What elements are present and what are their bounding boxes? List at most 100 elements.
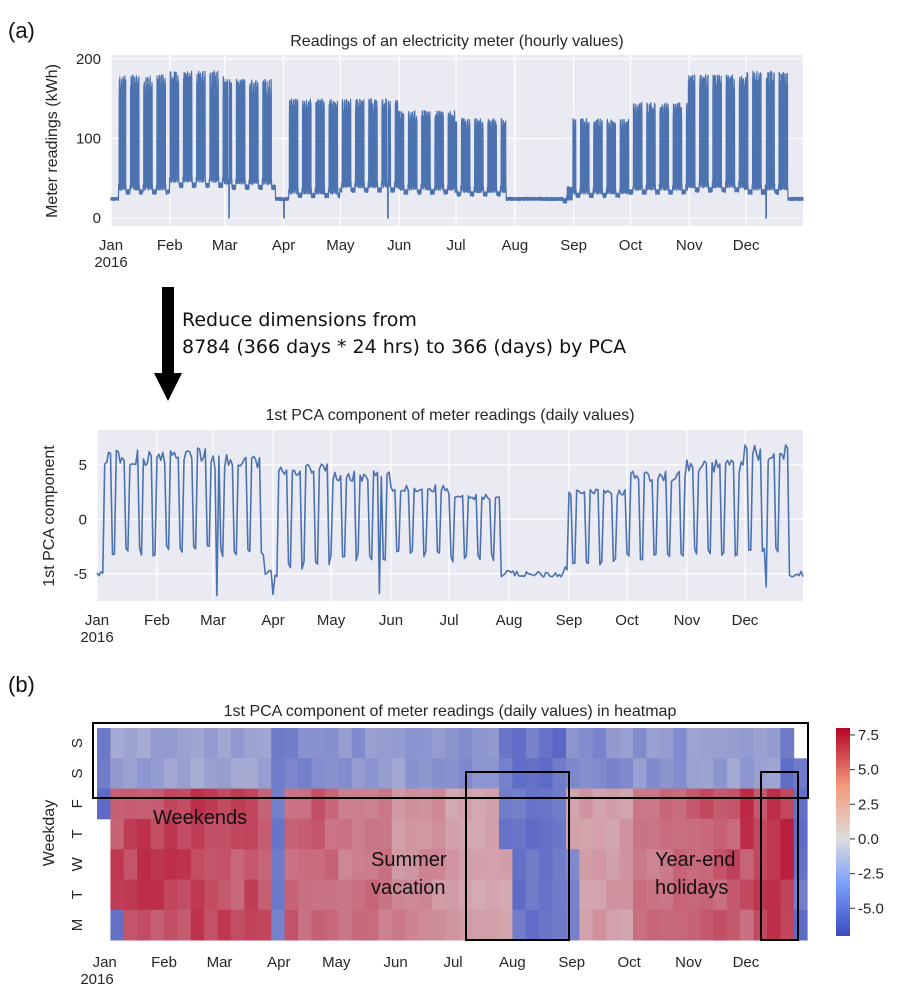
heatmap-cell xyxy=(123,788,138,820)
x-tick-year: 2016 xyxy=(94,254,127,271)
heatmap-cell xyxy=(659,788,674,820)
heatmap-cell xyxy=(338,879,352,911)
heatmap-cell xyxy=(418,879,433,911)
heatmap-cell xyxy=(338,758,352,789)
heatmap-cell xyxy=(405,909,419,941)
heatmap-cell xyxy=(592,879,607,911)
heatmap-cell xyxy=(204,728,218,759)
heatmap-cell xyxy=(365,879,379,911)
heatmap-cell xyxy=(525,728,540,759)
heatmap-cell xyxy=(445,818,460,850)
heatmap-cell xyxy=(485,879,500,911)
heatmap-cell xyxy=(539,879,553,911)
heatmap-cell xyxy=(177,818,192,850)
heatmap-cell xyxy=(619,818,634,850)
heatmap-cell xyxy=(793,879,808,911)
heatmap-y-axis-label: Weekday xyxy=(41,800,58,866)
heatmap-cell xyxy=(606,758,620,789)
heatmap-x-tick-label: Jul xyxy=(443,954,462,971)
heatmap-cell xyxy=(646,909,661,941)
heatmap-cell xyxy=(177,879,192,911)
x-tick-label: Nov xyxy=(676,237,703,254)
heatmap-cell xyxy=(190,758,205,789)
heatmap-cell xyxy=(633,909,647,941)
heatmap-cell xyxy=(351,788,366,820)
summer-vacation-highlight-box xyxy=(465,771,570,941)
pca-series-line xyxy=(96,444,804,597)
heatmap-cell xyxy=(244,728,259,759)
heatmap-cell xyxy=(257,879,272,911)
y-tick-label: 100 xyxy=(76,131,101,148)
pca-chart: 1st PCA component of meter readings (dai… xyxy=(41,407,804,646)
x-tick-label: Dec xyxy=(732,612,759,629)
heatmap-cell xyxy=(472,909,486,941)
heatmap-cell xyxy=(633,728,647,759)
pca-y-axis-label: 1st PCA component xyxy=(41,445,58,587)
heatmap-cell xyxy=(700,818,714,850)
heatmap-cell xyxy=(499,728,513,759)
heatmap-cell xyxy=(619,758,634,789)
heatmap-cell xyxy=(418,818,433,850)
heatmap-cell xyxy=(378,909,393,941)
heatmap-y-tick-label: T xyxy=(69,890,86,899)
heatmap-cell xyxy=(311,728,326,759)
heatmap-cell xyxy=(123,758,138,789)
heatmap-cell xyxy=(244,758,259,789)
heatmap-cell xyxy=(298,818,312,850)
heatmap-cell xyxy=(499,788,513,820)
heatmap-cell xyxy=(391,758,406,789)
heatmap-cell xyxy=(231,849,245,880)
y-tick-label: 0 xyxy=(79,511,87,528)
heatmap-cell xyxy=(445,758,460,789)
heatmap-cell xyxy=(204,758,218,789)
heatmap-cell xyxy=(686,818,701,850)
panel-label-a: (a) xyxy=(8,18,35,43)
heatmap-x-tick-label: Mar xyxy=(207,954,233,971)
yearend-annotation-line-1: Year-end xyxy=(655,849,735,871)
heatmap-cell xyxy=(646,788,661,820)
heatmap-y-tick-label: M xyxy=(69,919,86,932)
heatmap-cell xyxy=(311,879,326,911)
heatmap-cell xyxy=(137,818,151,850)
heatmap-cell xyxy=(686,849,701,880)
heatmap-cell xyxy=(217,849,232,880)
heatmap-cell xyxy=(726,909,741,941)
heatmap-cell xyxy=(659,728,674,759)
heatmap-cell xyxy=(418,909,433,941)
heatmap-cell xyxy=(499,818,513,850)
heatmap-cell xyxy=(177,728,192,759)
heatmap-y-tick-label: W xyxy=(69,856,86,871)
heatmap-cell xyxy=(726,818,741,850)
year-end-highlight-box xyxy=(760,771,799,941)
heatmap-cell xyxy=(579,879,594,911)
heatmap-cell xyxy=(284,728,299,759)
heatmap-cell xyxy=(552,728,567,759)
summer-annotation-line-1: Summer xyxy=(371,849,447,871)
heatmap-cell xyxy=(740,818,754,850)
heatmap-cell xyxy=(177,758,192,789)
heatmap-cell xyxy=(432,909,446,941)
heatmap-cell xyxy=(579,909,594,941)
heatmap-cell xyxy=(499,879,513,911)
heatmap-cell xyxy=(324,788,339,820)
heatmap-cell xyxy=(673,909,687,941)
heatmap-cell xyxy=(686,879,701,911)
colorbar-tick-label: -2.5 xyxy=(858,866,884,883)
heatmap-cell xyxy=(418,728,433,759)
heatmap-cell xyxy=(485,728,500,759)
pca-chart-title: 1st PCA component of meter readings (dai… xyxy=(265,407,634,424)
heatmap-cell xyxy=(311,909,326,941)
heatmap-cell xyxy=(606,879,620,911)
heatmap-y-tick-label: F xyxy=(69,799,86,808)
heatmap-cell xyxy=(257,758,272,789)
heatmap-x-ticks: Jan Feb Mar Apr May Jun Jul Aug Sep Oct Nov Dec 2016 xyxy=(80,954,759,988)
heatmap-cell xyxy=(271,758,285,789)
heatmap-cell xyxy=(365,788,379,820)
heatmap-cell xyxy=(164,818,178,850)
heatmap-cell xyxy=(164,728,178,759)
x-tick-label: Jun xyxy=(387,237,411,254)
heatmap-cell xyxy=(539,818,553,850)
heatmap-cell xyxy=(552,818,567,850)
heatmap-cell xyxy=(150,818,165,850)
heatmap-cell xyxy=(539,758,553,789)
